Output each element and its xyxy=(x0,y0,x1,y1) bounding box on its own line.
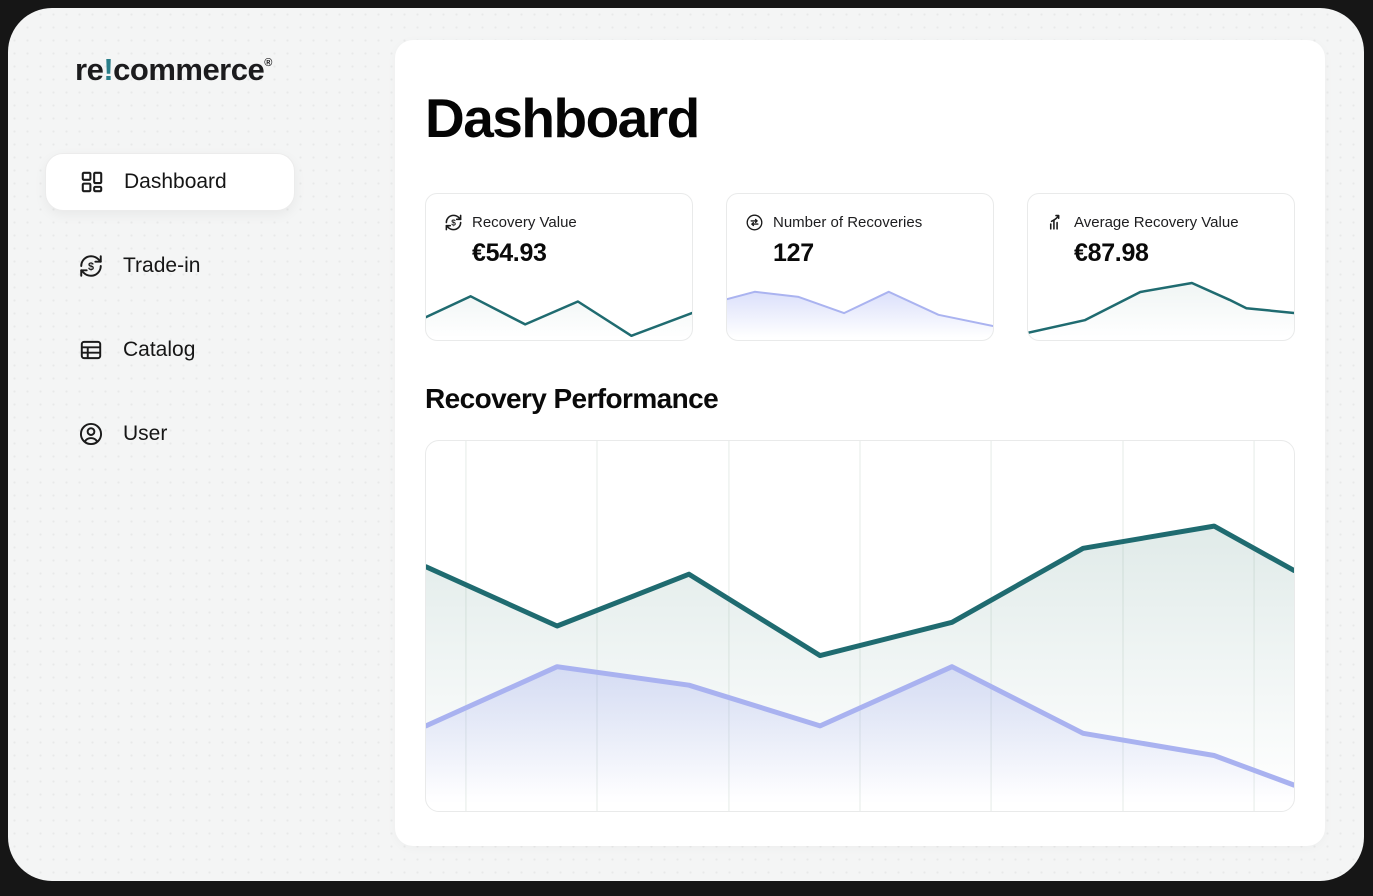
transfer-arrows-icon xyxy=(745,213,764,232)
sidebar-item-label: Dashboard xyxy=(124,170,227,193)
stat-card-recovery-value: $ Recovery Value €54.93 xyxy=(425,193,693,341)
stat-cards-row: $ Recovery Value €54.93 xyxy=(425,193,1295,341)
currency-exchange-icon: $ xyxy=(444,213,463,232)
currency-exchange-icon: $ xyxy=(78,253,104,279)
sidebar-nav: Dashboard $ Trade-in xyxy=(45,153,295,489)
sidebar-item-trade-in[interactable]: $ Trade-in xyxy=(45,237,295,295)
stat-label: Recovery Value xyxy=(472,214,577,231)
brand-logo[interactable]: re!commerce® xyxy=(75,52,272,88)
recovery-performance-chart-card xyxy=(425,440,1295,812)
app-frame: re!commerce® Dashboard xyxy=(8,8,1364,881)
sparkline-recovery-value xyxy=(426,295,692,340)
stat-label: Average Recovery Value xyxy=(1074,214,1239,231)
sidebar-item-user[interactable]: User xyxy=(45,405,295,463)
section-title: Recovery Performance xyxy=(425,383,719,414)
sidebar-item-label: Catalog xyxy=(123,338,196,361)
table-icon xyxy=(78,337,104,363)
stat-card-header: $ Recovery Value xyxy=(426,194,692,232)
page-title: Dashboard xyxy=(425,87,700,149)
sidebar-item-catalog[interactable]: Catalog xyxy=(45,321,295,379)
recovery-performance-chart xyxy=(426,441,1294,811)
svg-text:$: $ xyxy=(88,261,94,273)
stat-card-number-of-recoveries: Number of Recoveries 127 xyxy=(726,193,994,341)
sparkline-number-of-recoveries xyxy=(727,290,993,340)
stat-value: €54.93 xyxy=(472,239,547,267)
svg-text:$: $ xyxy=(451,218,456,228)
stat-value: 127 xyxy=(773,239,814,267)
sidebar-item-label: Trade-in xyxy=(123,254,201,277)
sidebar: re!commerce® Dashboard xyxy=(8,8,395,881)
user-circle-icon xyxy=(78,421,104,447)
sparkline-average-recovery-value xyxy=(1028,281,1294,340)
main-panel: Dashboard $ Recovery Value € xyxy=(395,40,1325,846)
stat-label: Number of Recoveries xyxy=(773,214,923,231)
stat-card-average-recovery-value: Average Recovery Value €87.98 xyxy=(1027,193,1295,341)
stat-card-header: Number of Recoveries xyxy=(727,194,993,232)
registered-mark: ® xyxy=(264,57,272,69)
brand-prefix: re xyxy=(75,52,104,87)
sidebar-item-label: User xyxy=(123,422,168,445)
stat-card-header: Average Recovery Value xyxy=(1028,194,1294,232)
stat-value: €87.98 xyxy=(1074,239,1149,267)
sidebar-item-dashboard[interactable]: Dashboard xyxy=(45,153,295,211)
brand-bang: ! xyxy=(103,52,114,87)
brand-suffix: commerce xyxy=(113,52,265,87)
bar-chart-arrow-icon xyxy=(1046,213,1065,232)
dashboard-grid-icon xyxy=(79,169,105,195)
